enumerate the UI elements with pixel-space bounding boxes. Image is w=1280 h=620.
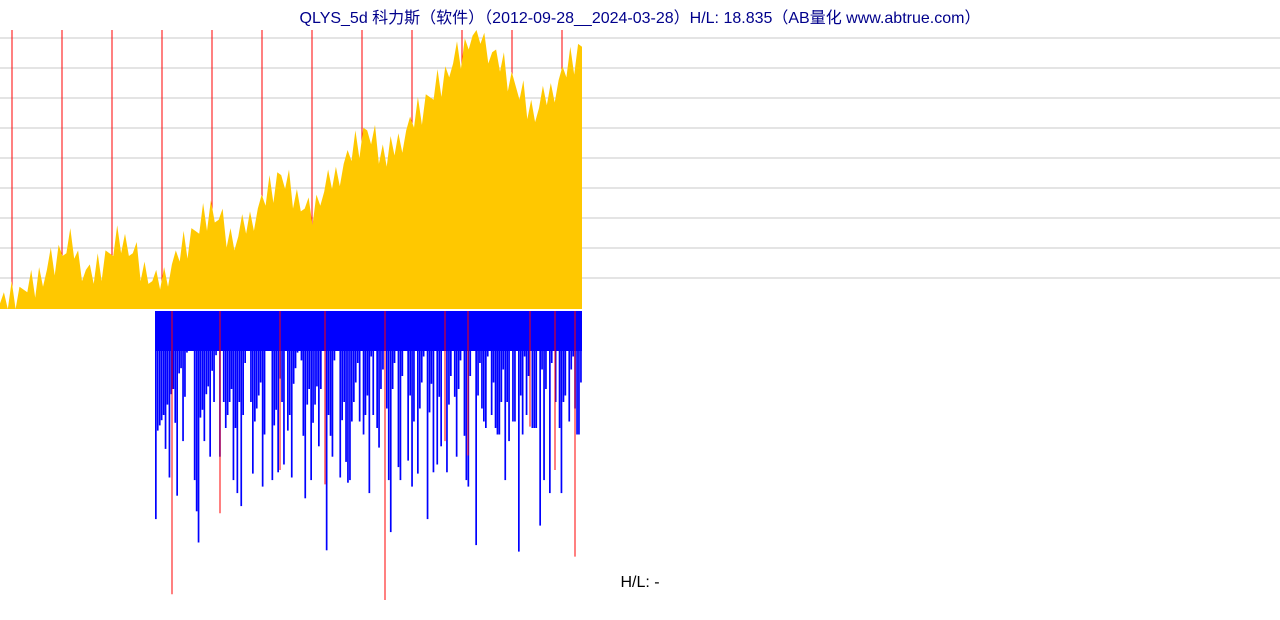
stock-chart: [0, 0, 1280, 620]
